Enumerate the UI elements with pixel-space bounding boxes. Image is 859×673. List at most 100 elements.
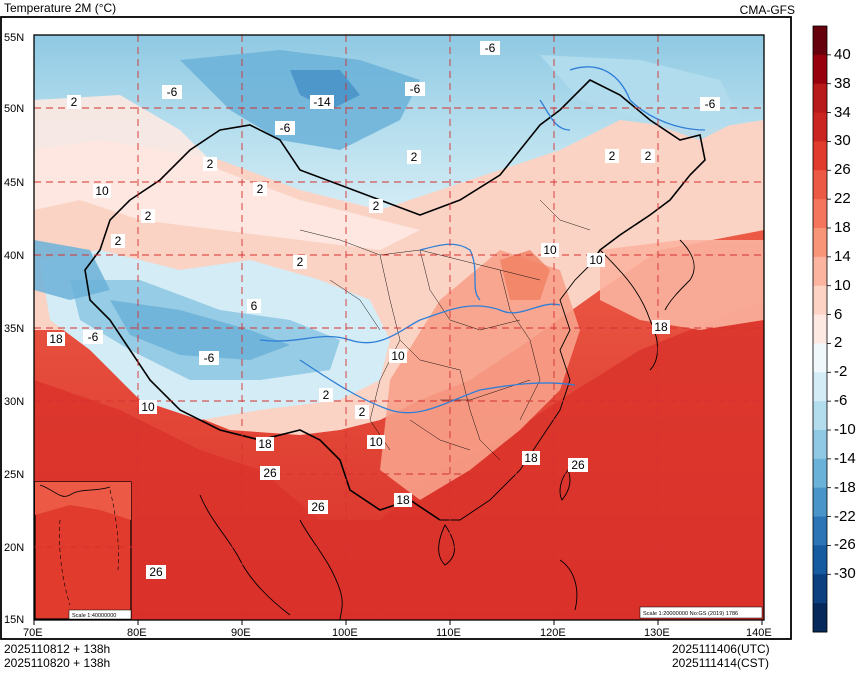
lon-label: 90E bbox=[231, 627, 251, 639]
contour-label: -6 bbox=[480, 41, 500, 55]
colorbar-label: 38 bbox=[834, 74, 851, 92]
colorbar-swatch bbox=[813, 516, 827, 546]
svg-text:10: 10 bbox=[543, 243, 557, 257]
contour-label: 2 bbox=[111, 234, 125, 248]
valid-time-cst: 2025111414(CST) bbox=[672, 656, 769, 670]
colorbar-label: -18 bbox=[834, 478, 856, 496]
temperature-field bbox=[34, 35, 764, 620]
lon-label: 100E bbox=[332, 627, 358, 639]
colorbar-swatch bbox=[813, 228, 827, 258]
svg-text:26: 26 bbox=[263, 466, 277, 480]
field-mongolia-cold bbox=[180, 50, 420, 150]
field-xinjiang-mild bbox=[34, 95, 420, 250]
colorbar-swatch bbox=[813, 26, 827, 56]
contour-label: 2 bbox=[67, 95, 81, 109]
svg-text:-6: -6 bbox=[485, 41, 496, 55]
chart-title: Temperature 2M (°C) bbox=[4, 1, 117, 15]
contour-label: 18 bbox=[652, 320, 670, 334]
contour-label: -6 bbox=[275, 121, 295, 135]
svg-text:18: 18 bbox=[258, 437, 272, 451]
contour-label: 26 bbox=[260, 466, 280, 480]
contour-label: 2 bbox=[293, 255, 307, 269]
colorbar-swatch bbox=[813, 83, 827, 114]
figure-frame bbox=[0, 16, 792, 640]
svg-text:2: 2 bbox=[359, 405, 366, 419]
contour-label: 2 bbox=[641, 149, 655, 163]
contour-label: -6 bbox=[162, 85, 182, 99]
svg-text:10: 10 bbox=[95, 184, 109, 198]
contour-label: -6 bbox=[405, 82, 425, 96]
contour-label: 2 bbox=[605, 149, 619, 163]
lon-label: 130E bbox=[644, 627, 670, 639]
colorbar-label: 30 bbox=[834, 132, 851, 150]
scale-inset-label: Scale 1:40000000 bbox=[72, 613, 116, 619]
contour-label: 2 bbox=[355, 405, 369, 419]
field-northeast-cold bbox=[540, 55, 740, 140]
svg-text:-14: -14 bbox=[313, 95, 331, 109]
colorbar-label: -2 bbox=[834, 363, 848, 381]
contour-label: 18 bbox=[256, 437, 274, 451]
colorbar-swatch bbox=[813, 199, 827, 229]
svg-text:26: 26 bbox=[571, 458, 585, 472]
contour-label: 2 bbox=[369, 199, 383, 213]
contour-label: 18 bbox=[47, 332, 65, 346]
colorbar-swatch bbox=[813, 574, 827, 604]
svg-text:26: 26 bbox=[311, 500, 325, 514]
svg-text:2: 2 bbox=[257, 182, 264, 196]
contour-label: 10 bbox=[389, 349, 407, 363]
colorbar-swatch bbox=[813, 603, 827, 633]
colorbar-label: 2 bbox=[834, 334, 843, 352]
svg-text:2: 2 bbox=[609, 149, 616, 163]
contour-label: 10 bbox=[93, 184, 111, 198]
init-time-utc: 2025110812 + 138h bbox=[4, 642, 111, 656]
contour-label: 6 bbox=[247, 299, 261, 313]
field-korea-japan bbox=[600, 240, 764, 330]
colorbar-label: 14 bbox=[834, 247, 851, 265]
colorbar-swatch bbox=[813, 458, 827, 489]
svg-text:2: 2 bbox=[323, 388, 330, 402]
contour-label: 2 bbox=[319, 388, 333, 402]
lat-label: 45N bbox=[4, 177, 25, 189]
field-north-china-plain bbox=[500, 250, 550, 300]
init-time-cst: 2025110820 + 138h bbox=[4, 656, 111, 670]
svg-text:2: 2 bbox=[645, 149, 652, 163]
colorbar-label: 22 bbox=[834, 190, 851, 208]
colorbar-label: -10 bbox=[834, 421, 856, 438]
svg-text:2: 2 bbox=[297, 255, 304, 269]
south-china-sea-inset: Scale 1:40000000 bbox=[34, 481, 132, 620]
colorbar-swatch bbox=[813, 54, 827, 85]
contour-label: 10 bbox=[541, 243, 559, 257]
svg-text:2: 2 bbox=[411, 150, 418, 164]
contour-label: 2 bbox=[407, 150, 421, 164]
contour-label: 10 bbox=[139, 400, 157, 414]
colorbar-swatch bbox=[813, 256, 827, 287]
lat-label: 50N bbox=[4, 103, 25, 115]
svg-text:-6: -6 bbox=[204, 351, 215, 365]
colorbar-label: -26 bbox=[834, 536, 856, 554]
field-tibet-core bbox=[110, 300, 290, 360]
lat-label: 25N bbox=[4, 469, 25, 481]
lat-label: 55N bbox=[4, 32, 25, 44]
lon-label: 70E bbox=[23, 627, 43, 639]
contour-label: -6 bbox=[199, 351, 219, 365]
lon-label: 110E bbox=[436, 627, 461, 639]
colorbar-swatch bbox=[813, 314, 827, 344]
contour-label: 2 bbox=[141, 209, 155, 223]
svg-text:10: 10 bbox=[369, 435, 383, 449]
axis-ticks bbox=[33, 620, 763, 625]
svg-text:2: 2 bbox=[207, 157, 214, 171]
svg-text:2: 2 bbox=[373, 199, 380, 213]
contour-label: 10 bbox=[367, 435, 385, 449]
lat-label: 20N bbox=[4, 542, 25, 554]
lon-label: 120E bbox=[540, 627, 566, 639]
svg-text:-6: -6 bbox=[88, 330, 99, 344]
china-border bbox=[84, 79, 706, 521]
colorbar-swatch bbox=[813, 170, 827, 200]
svg-text:18: 18 bbox=[396, 493, 410, 507]
field-hot-south bbox=[34, 300, 764, 620]
svg-text:10: 10 bbox=[141, 400, 155, 414]
contour-label: -6 bbox=[83, 330, 103, 344]
colorbar-label: 10 bbox=[834, 276, 851, 294]
svg-text:10: 10 bbox=[391, 349, 405, 363]
